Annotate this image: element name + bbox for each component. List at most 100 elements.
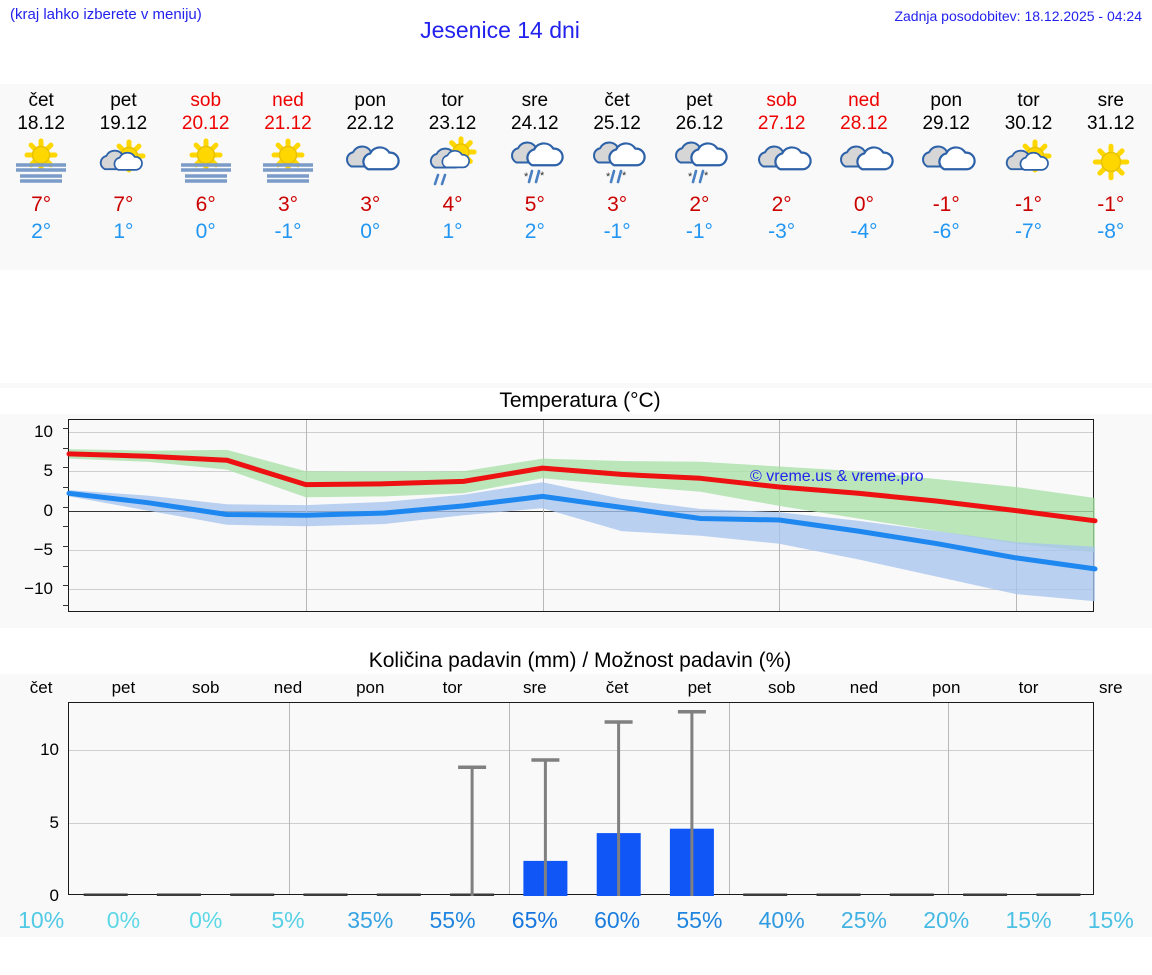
precip-day-label: sre bbox=[1098, 678, 1123, 697]
temp-axis-tickmark bbox=[63, 605, 69, 607]
precipitation-error-bar bbox=[458, 765, 487, 896]
precip-y-tick-label: 10 bbox=[40, 739, 59, 759]
temp-min: 2° bbox=[524, 220, 545, 243]
temp-max: 7° bbox=[113, 193, 134, 216]
day-of-week: čet bbox=[604, 90, 630, 111]
cloud-rain-snow-icon: * * bbox=[494, 138, 576, 186]
precip-vertical-gridline bbox=[728, 703, 730, 894]
day-of-week: sre bbox=[521, 90, 549, 111]
precip-day-label: pon bbox=[932, 678, 961, 697]
day-date: 28.12 bbox=[840, 113, 888, 134]
temperature-plot: 10 5 0 −5 −10 bbox=[24, 419, 1098, 612]
forecast-day-12[interactable]: pon 29.12 -1° -6° bbox=[905, 84, 987, 270]
precip-day-label: sre bbox=[523, 678, 547, 697]
temp-max: -1° bbox=[932, 193, 960, 216]
temperature-series-graphic bbox=[66, 449, 1098, 602]
precipitation-bar bbox=[743, 893, 788, 896]
sun-haze-icon bbox=[247, 138, 329, 186]
forecast-day-14[interactable]: sre 31.12 -1° -8° bbox=[1070, 84, 1152, 270]
temperature-line bbox=[66, 451, 1098, 524]
cloudy-icon bbox=[823, 138, 905, 186]
day-of-week: pet bbox=[686, 90, 713, 111]
precipitation-probability-label: 55% bbox=[429, 907, 476, 933]
precipitation-probability-label: 15% bbox=[1087, 907, 1134, 933]
forecast-day-6[interactable]: tor 23.12 4° 1° bbox=[411, 84, 493, 270]
svg-text:*: * bbox=[524, 171, 529, 183]
temp-y-tick-label: 0 bbox=[43, 500, 53, 520]
temp-min: -4° bbox=[850, 220, 878, 243]
temperature-chart-title: Temperatura (°C) bbox=[0, 388, 1152, 414]
forecast-day-7[interactable]: sre 24.12 * * 5° 2° bbox=[494, 84, 576, 270]
forecast-day-9[interactable]: pet 26.12 * * 2° -1° bbox=[658, 84, 740, 270]
temp-y-tick-label: −5 bbox=[33, 540, 53, 559]
day-of-week: pon bbox=[930, 90, 963, 111]
svg-text:*: * bbox=[704, 170, 709, 182]
forecast-day-3[interactable]: sob 20.12 6° 0° bbox=[165, 84, 247, 270]
temp-max: 3° bbox=[360, 193, 381, 216]
precipitation-probability-label: 0% bbox=[189, 907, 223, 933]
forecast-day-1[interactable]: čet 18.12 7° 2° bbox=[0, 84, 82, 270]
forecast-day-10[interactable]: sob 27.12 2° -3° bbox=[741, 84, 823, 270]
temp-max: 2° bbox=[771, 193, 792, 216]
precip-day-label: tor bbox=[442, 678, 463, 697]
temp-min: -1° bbox=[603, 220, 631, 243]
cloudy-icon bbox=[741, 138, 823, 186]
temp-gridline bbox=[69, 431, 1093, 433]
precipitation-probability-label: 35% bbox=[347, 907, 394, 933]
precip-gridline bbox=[69, 822, 1093, 824]
temp-max: 0° bbox=[853, 193, 874, 216]
temp-y-tick-label: 5 bbox=[43, 461, 53, 481]
day-of-week: ned bbox=[272, 90, 304, 111]
svg-text:*: * bbox=[540, 170, 545, 182]
temp-axis-tickmark bbox=[63, 546, 69, 547]
day-date: 19.12 bbox=[99, 113, 148, 134]
day-of-week: sob bbox=[190, 90, 222, 111]
location-menu-note: (kraj lahko izberete v meniju) bbox=[10, 6, 202, 23]
precipitation-probability-label: 20% bbox=[923, 907, 970, 933]
sun-cloud-rain-icon bbox=[411, 136, 493, 186]
day-date: 27.12 bbox=[757, 113, 806, 134]
day-date: 29.12 bbox=[922, 113, 970, 134]
forecast-day-2[interactable]: pet 19.12 7° 1° bbox=[82, 84, 164, 270]
precipitation-bar bbox=[83, 893, 128, 896]
precip-day-label: ned bbox=[849, 678, 879, 697]
forecast-day-4[interactable]: ned 21.12 3° -1° bbox=[247, 84, 329, 270]
precipitation-plot: 10 5 0 bbox=[40, 702, 1094, 905]
day-of-week: tor bbox=[441, 90, 464, 111]
precip-vertical-gridline bbox=[508, 703, 510, 894]
forecast-day-8[interactable]: čet 25.12 * * 3° -1° bbox=[576, 84, 658, 270]
precipitation-bar bbox=[376, 893, 421, 896]
precipitation-error-bar bbox=[531, 758, 560, 896]
last-updated-label: Zadnja posodobitev: 18.12.2025 - 04:24 bbox=[894, 8, 1142, 24]
precip-day-label: tor bbox=[1018, 678, 1039, 697]
precipitation-bar bbox=[1036, 893, 1081, 896]
forecast-day-5[interactable]: pon 22.12 3° 0° bbox=[329, 84, 411, 270]
svg-text:*: * bbox=[606, 171, 611, 183]
temperature-line bbox=[66, 490, 1098, 572]
temp-axis-tickmark bbox=[63, 565, 69, 567]
forecast-day-11[interactable]: ned 28.12 0° -4° bbox=[823, 84, 905, 270]
day-date: 30.12 bbox=[1004, 113, 1053, 134]
temp-axis-tickmark bbox=[63, 447, 69, 449]
precipitation-probability-label: 10% bbox=[18, 907, 65, 933]
precipitation-probability-label: 15% bbox=[1005, 907, 1052, 933]
sun-cloud-icon bbox=[82, 138, 164, 186]
day-of-week: pet bbox=[110, 90, 137, 111]
temp-max: 3° bbox=[277, 193, 299, 216]
precip-y-tick-label: 5 bbox=[49, 812, 59, 832]
forecast-day-13[interactable]: tor 30.12 -1° -7° bbox=[987, 84, 1069, 270]
precip-vertical-gridline bbox=[288, 703, 290, 894]
precipitation-bar bbox=[303, 893, 348, 896]
temp-min: -3° bbox=[768, 220, 796, 243]
temp-max: 6° bbox=[195, 193, 216, 216]
precip-gridline bbox=[69, 749, 1093, 751]
temp-max: 7° bbox=[31, 193, 52, 216]
precipitation-chart-title: Količina padavin (mm) / Možnost padavin … bbox=[0, 648, 1152, 674]
cloudy-icon bbox=[905, 138, 987, 186]
day-date: 20.12 bbox=[181, 113, 230, 134]
precipitation-bar bbox=[963, 893, 1008, 896]
precipitation-probability-label: 0% bbox=[106, 907, 141, 933]
svg-text:*: * bbox=[622, 170, 627, 182]
svg-text:*: * bbox=[688, 171, 693, 183]
